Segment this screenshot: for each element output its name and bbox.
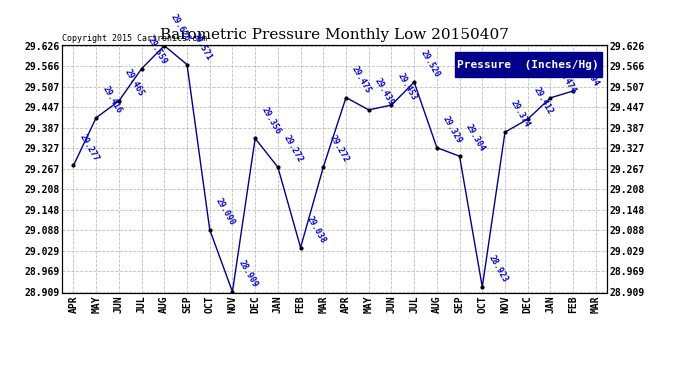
Title: Barometric Pressure Monthly Low 20150407: Barometric Pressure Monthly Low 20150407 xyxy=(160,28,509,42)
Text: 29.304: 29.304 xyxy=(464,123,486,153)
Text: 29.374: 29.374 xyxy=(509,99,532,129)
Text: 29.329: 29.329 xyxy=(441,114,464,145)
Text: 29.559: 29.559 xyxy=(146,35,168,66)
Text: 29.416: 29.416 xyxy=(100,84,123,115)
Text: 29.277: 29.277 xyxy=(77,132,101,163)
Text: 29.038: 29.038 xyxy=(305,214,328,245)
Text: 29.465: 29.465 xyxy=(123,68,146,98)
Text: 29.272: 29.272 xyxy=(328,134,351,164)
Text: Copyright 2015 Cartronics.com: Copyright 2015 Cartronics.com xyxy=(62,33,207,42)
Text: 29.474: 29.474 xyxy=(555,64,578,95)
Text: 29.412: 29.412 xyxy=(532,86,555,116)
Text: 29.453: 29.453 xyxy=(395,72,418,102)
FancyBboxPatch shape xyxy=(455,53,602,77)
Text: 29.475: 29.475 xyxy=(350,64,373,95)
Text: 29.439: 29.439 xyxy=(373,76,395,107)
Text: 29.356: 29.356 xyxy=(259,105,282,136)
Text: 29.626: 29.626 xyxy=(168,12,191,43)
Text: 29.090: 29.090 xyxy=(214,196,237,227)
Text: 28.923: 28.923 xyxy=(486,254,509,284)
Text: Pressure  (Inches/Hg): Pressure (Inches/Hg) xyxy=(457,60,599,70)
Text: 29.494: 29.494 xyxy=(578,58,600,88)
Text: 28.909: 28.909 xyxy=(237,258,259,289)
Text: 29.571: 29.571 xyxy=(191,31,214,62)
Text: 29.272: 29.272 xyxy=(282,134,305,164)
Text: 29.520: 29.520 xyxy=(418,49,441,79)
